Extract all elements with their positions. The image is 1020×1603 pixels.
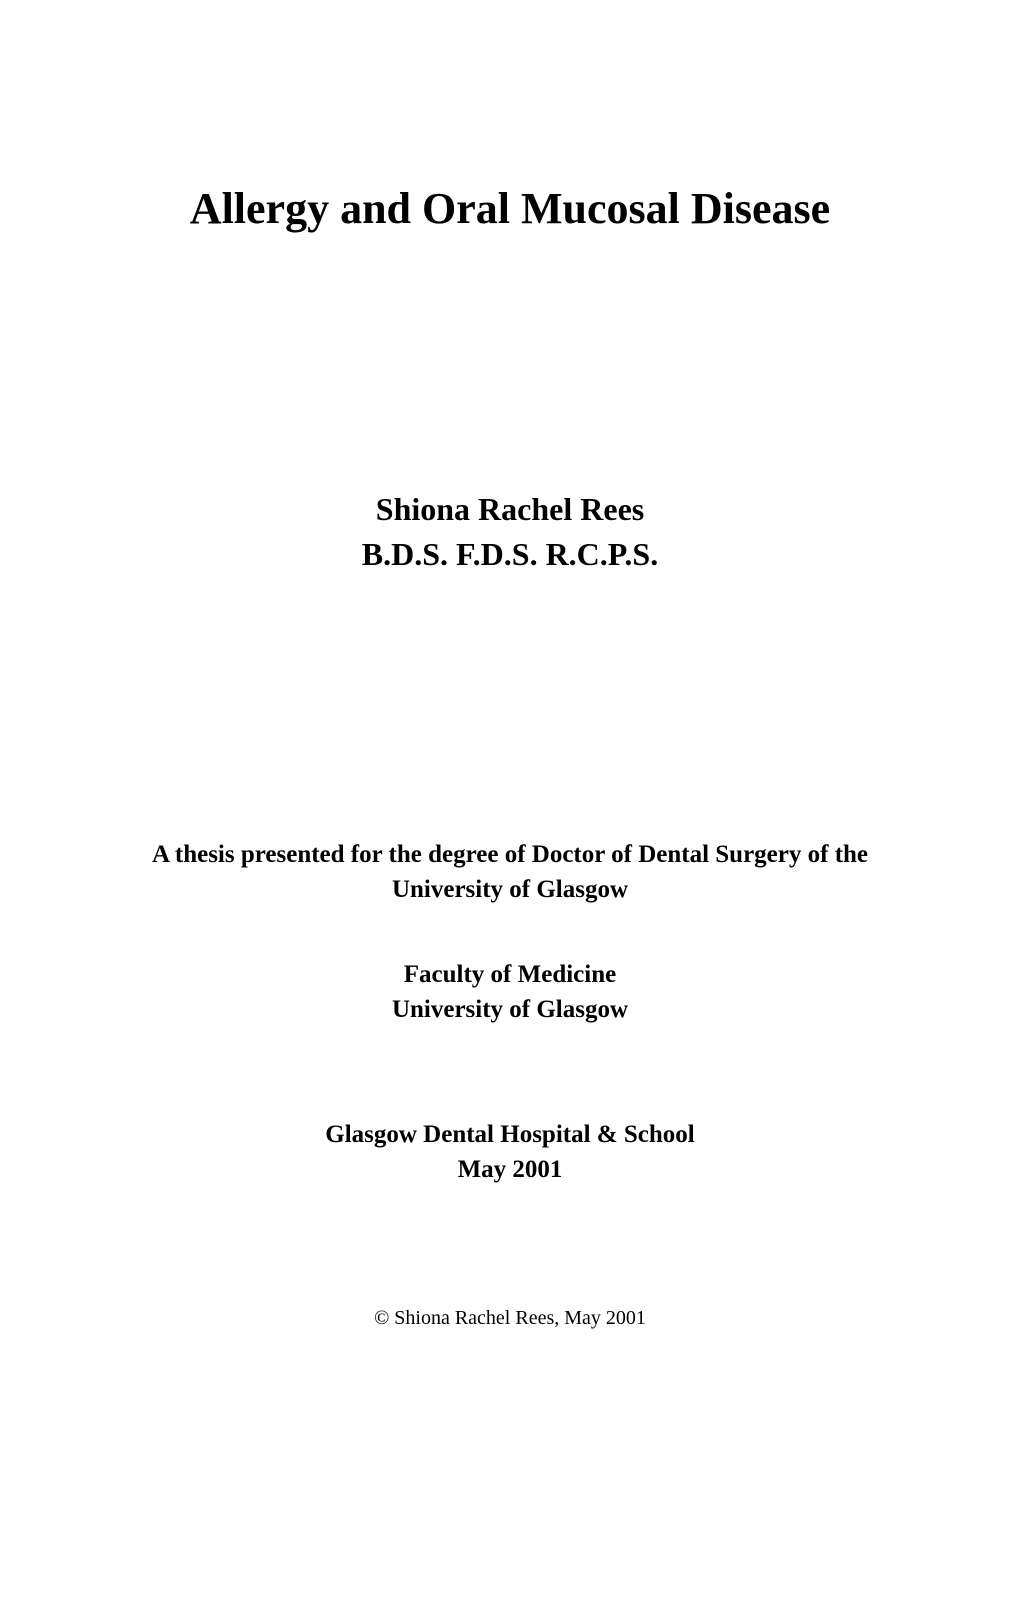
copyright: © Shiona Rachel Rees, May 2001	[374, 1307, 646, 1330]
faculty: Faculty of Medicine	[392, 957, 628, 992]
author-name: Shiona Rachel Rees	[362, 487, 658, 532]
faculty-block: Faculty of Medicine University of Glasgo…	[392, 957, 628, 1027]
author-block: Shiona Rachel Rees B.D.S. F.D.S. R.C.P.S…	[362, 487, 658, 577]
date: May 2001	[325, 1152, 694, 1187]
hospital: Glasgow Dental Hospital & School	[325, 1117, 694, 1152]
thesis-title-page: Allergy and Oral Mucosal Disease Shiona …	[0, 0, 1020, 1603]
thesis-statement: A thesis presented for the degree of Doc…	[140, 837, 880, 907]
hospital-block: Glasgow Dental Hospital & School May 200…	[325, 1117, 694, 1187]
university: University of Glasgow	[392, 992, 628, 1027]
thesis-title: Allergy and Oral Mucosal Disease	[190, 180, 830, 237]
author-credentials: B.D.S. F.D.S. R.C.P.S.	[362, 532, 658, 577]
